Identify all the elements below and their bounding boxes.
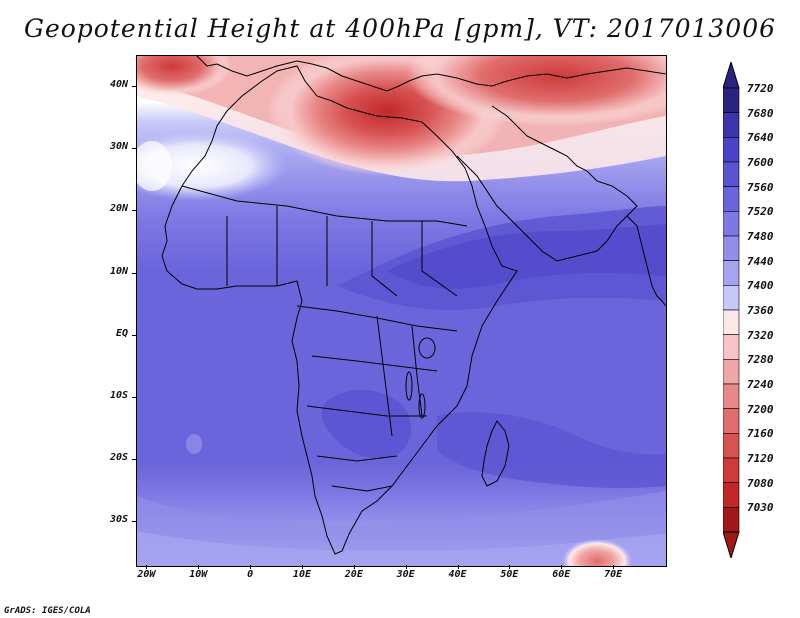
x-tick-mark	[353, 565, 355, 569]
colorbar-segment	[723, 482, 740, 508]
x-tick-mark	[250, 565, 252, 569]
colorbar-segment	[723, 433, 740, 459]
colorbar-label: 7600	[747, 156, 774, 169]
x-tick-label: 20W	[137, 569, 156, 580]
y-tick-label: 30S	[109, 514, 128, 526]
colorbar-segment	[723, 137, 740, 163]
colorbar-segment	[723, 408, 740, 434]
colorbar-label: 7240	[747, 378, 774, 391]
map-panel	[136, 55, 667, 567]
colorbar-segment	[723, 112, 740, 138]
colorbar-top-arrow	[723, 62, 740, 89]
map-title: Geopotential Height at 400hPa [gpm], VT:…	[23, 14, 777, 43]
colorbar-label: 7440	[747, 254, 774, 268]
colorbar-segment	[723, 457, 740, 483]
x-tick-label: 30E	[396, 569, 415, 580]
colorbar-segment	[723, 161, 740, 187]
x-tick-mark	[457, 565, 459, 569]
colorbar-segment	[723, 507, 740, 533]
colorbar-label: 7320	[747, 328, 774, 342]
y-tick-label: 20N	[109, 203, 128, 215]
x-tick-label: 10E	[292, 569, 311, 580]
colorbar-label: 7400	[747, 279, 774, 293]
colorbar-label: 7120	[747, 452, 774, 465]
x-tick-mark	[405, 565, 407, 569]
x-tick-label: 20E	[344, 569, 363, 580]
y-tick-mark	[132, 397, 136, 399]
x-tick-label: 40E	[448, 569, 467, 580]
x-tick-mark	[198, 565, 200, 569]
colorbar-segment	[723, 235, 740, 261]
colorbar-label: 7680	[747, 106, 774, 120]
x-tick-mark	[301, 565, 303, 569]
y-tick-mark	[132, 148, 136, 150]
y-tick-label: 10S	[109, 390, 128, 402]
x-tick-mark	[509, 565, 511, 569]
colorbar-label: 7720	[747, 82, 774, 95]
x-tick-label: 60E	[552, 569, 571, 580]
x-tick-mark	[146, 565, 148, 569]
colorbar-label: 7560	[747, 180, 774, 194]
colorbar-segment	[723, 334, 740, 360]
colorbar	[723, 62, 740, 558]
colorbar-segment	[723, 359, 740, 385]
colorbar-label: 7360	[747, 304, 774, 317]
y-tick-mark	[132, 272, 136, 274]
y-tick-mark	[132, 459, 136, 461]
y-tick-mark	[132, 334, 136, 336]
colorbar-segment	[723, 87, 740, 113]
y-tick-mark	[132, 521, 136, 523]
colorbar-segment	[723, 211, 740, 237]
footer-credit: GrADS: IGES/COLA	[4, 606, 91, 616]
colorbar-label: 7030	[747, 501, 774, 515]
y-tick-label: 10N	[109, 265, 128, 277]
x-tick-label: 50E	[500, 569, 519, 580]
x-tick-label: 0	[247, 569, 254, 580]
colorbar-segment	[723, 309, 740, 335]
y-tick-label: 20S	[109, 452, 128, 464]
colorbar-label: 7200	[747, 402, 774, 416]
colorbar-label: 7640	[747, 131, 774, 145]
x-tick-label: 10W	[189, 569, 208, 580]
y-tick-label: EQ	[115, 327, 128, 339]
y-tick-label: 40N	[109, 79, 128, 91]
x-tick-label: 70E	[604, 569, 623, 580]
colorbar-segment	[723, 285, 740, 311]
colorbar-segment	[723, 186, 740, 212]
y-tick-label: 30N	[109, 141, 128, 153]
colorbar-label: 7520	[747, 205, 774, 219]
colorbar-label: 7080	[747, 476, 774, 490]
colorbar-label: 7280	[747, 353, 774, 367]
x-tick-mark	[561, 565, 563, 569]
colorbar-segment	[723, 260, 740, 286]
colorbar-bottom-arrow	[723, 531, 740, 558]
geopotential-field	[137, 56, 666, 566]
colorbar-label: 7480	[747, 230, 774, 243]
colorbar-label: 7160	[747, 427, 774, 441]
colorbar-segment	[723, 383, 740, 409]
y-tick-mark	[132, 86, 136, 88]
x-tick-mark	[613, 565, 615, 569]
y-tick-mark	[132, 210, 136, 212]
